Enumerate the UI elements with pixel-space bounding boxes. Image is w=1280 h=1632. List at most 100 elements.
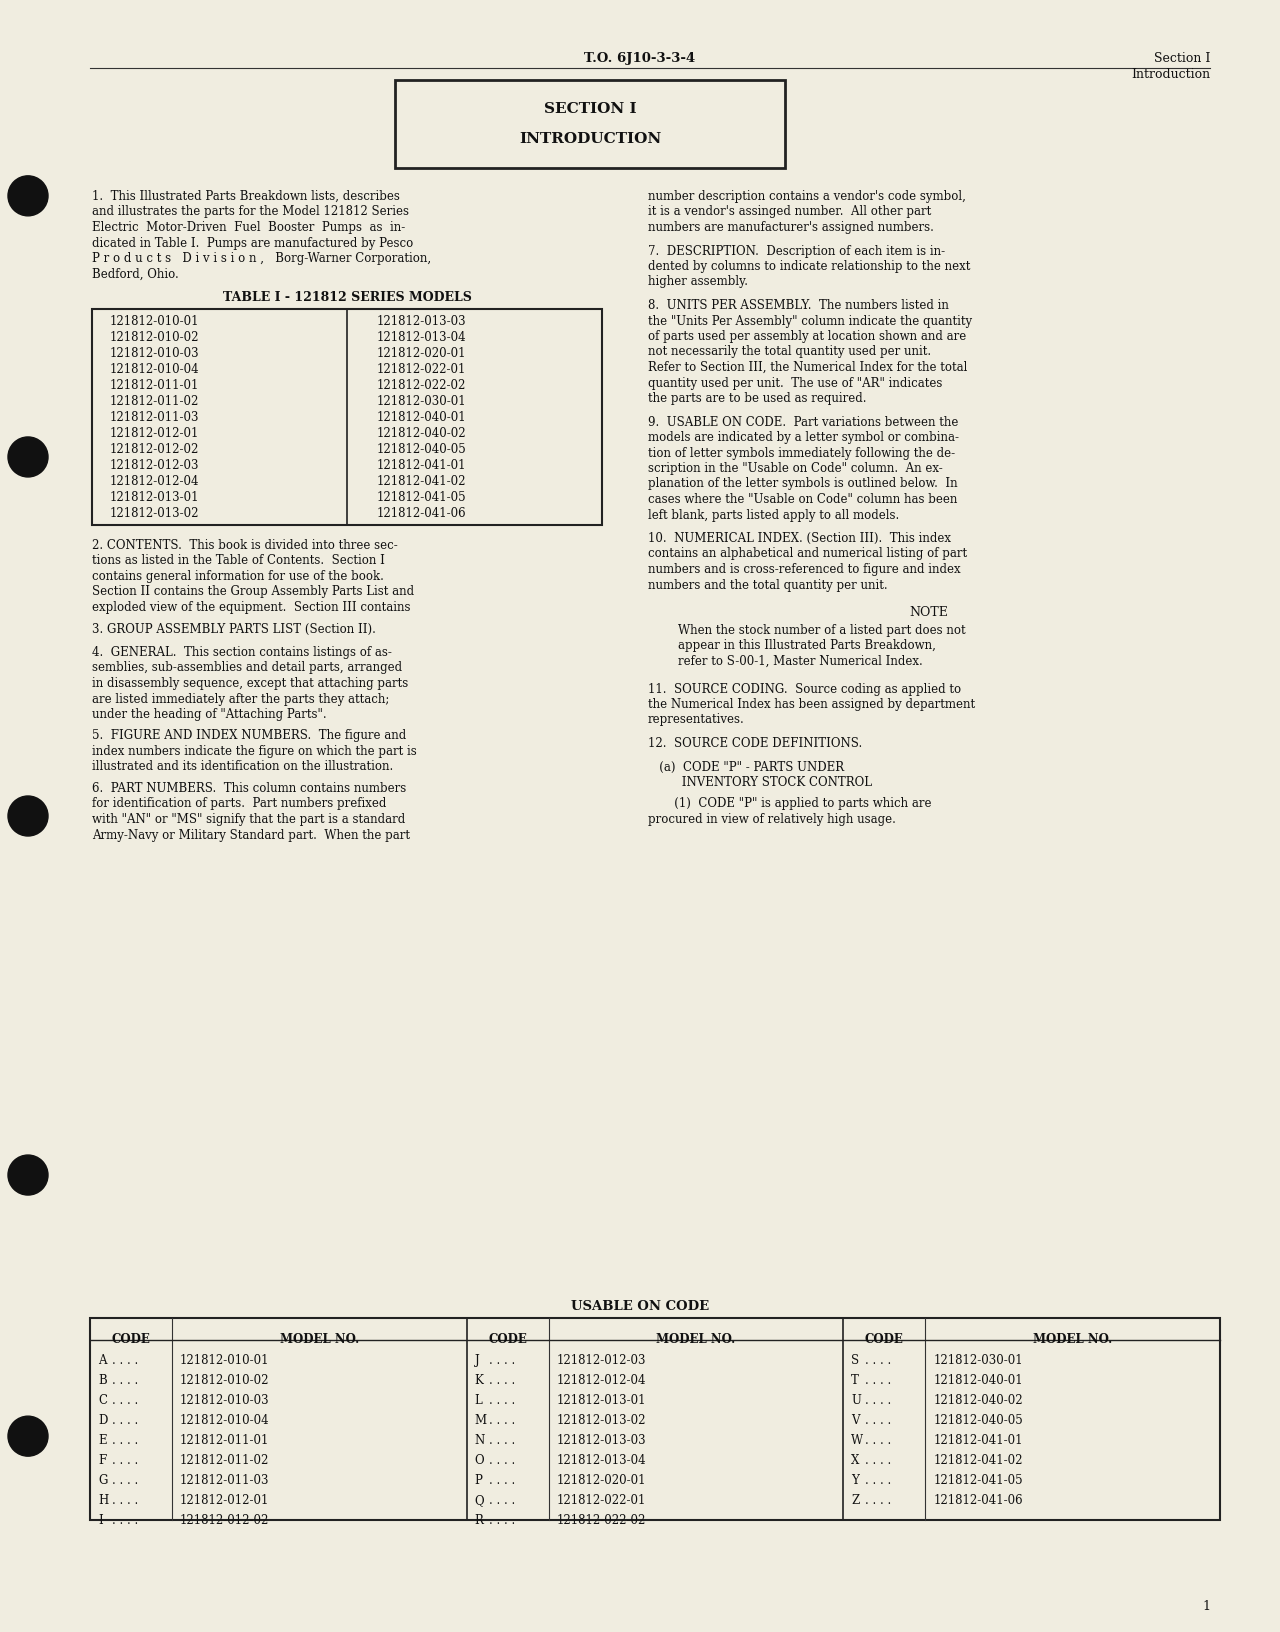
Text: numbers are manufacturer's assigned numbers.: numbers are manufacturer's assigned numb…	[648, 220, 934, 233]
Text: 2. CONTENTS.  This book is divided into three sec-: 2. CONTENTS. This book is divided into t…	[92, 539, 398, 552]
Text: INTRODUCTION: INTRODUCTION	[518, 132, 662, 145]
Text: CODE: CODE	[488, 1333, 527, 1346]
Text: When the stock number of a listed part does not: When the stock number of a listed part d…	[678, 623, 965, 636]
Text: 121812-010-04: 121812-010-04	[110, 362, 200, 375]
Text: 121812-020-01: 121812-020-01	[378, 348, 466, 361]
Text: . . . .: . . . .	[489, 1355, 515, 1368]
Text: the "Units Per Assembly" column indicate the quantity: the "Units Per Assembly" column indicate…	[648, 315, 972, 328]
Text: MODEL NO.: MODEL NO.	[280, 1333, 358, 1346]
Text: C: C	[99, 1394, 108, 1407]
Text: NOTE: NOTE	[910, 605, 948, 619]
Text: . . . .: . . . .	[865, 1355, 892, 1368]
Text: 4.  GENERAL.  This section contains listings of as-: 4. GENERAL. This section contains listin…	[92, 646, 392, 659]
Text: Y: Y	[851, 1474, 859, 1487]
Text: SECTION I: SECTION I	[544, 101, 636, 116]
Text: 121812-041-06: 121812-041-06	[933, 1493, 1023, 1506]
Text: S: S	[851, 1355, 859, 1368]
Text: 121812-012-03: 121812-012-03	[557, 1355, 646, 1368]
Text: MODEL NO.: MODEL NO.	[1033, 1333, 1112, 1346]
Text: Section I: Section I	[1153, 52, 1210, 65]
Text: 121812-010-03: 121812-010-03	[110, 348, 200, 361]
Text: . . . .: . . . .	[113, 1394, 138, 1407]
Text: contains an alphabetical and numerical listing of part: contains an alphabetical and numerical l…	[648, 547, 968, 560]
Text: contains general information for use of the book.: contains general information for use of …	[92, 570, 384, 583]
Text: 6.  PART NUMBERS.  This column contains numbers: 6. PART NUMBERS. This column contains nu…	[92, 782, 406, 795]
Text: not necessarily the total quantity used per unit.: not necessarily the total quantity used …	[648, 346, 931, 359]
Circle shape	[8, 1417, 49, 1456]
Text: R: R	[475, 1514, 484, 1528]
Text: TABLE I - 121812 SERIES MODELS: TABLE I - 121812 SERIES MODELS	[223, 290, 471, 304]
Text: 12.  SOURCE CODE DEFINITIONS.: 12. SOURCE CODE DEFINITIONS.	[648, 738, 863, 751]
Text: numbers and is cross-referenced to figure and index: numbers and is cross-referenced to figur…	[648, 563, 960, 576]
Text: 121812-020-01: 121812-020-01	[557, 1474, 646, 1487]
Text: T.O. 6J10-3-3-4: T.O. 6J10-3-3-4	[585, 52, 695, 65]
Text: quantity used per unit.  The use of "AR" indicates: quantity used per unit. The use of "AR" …	[648, 377, 942, 390]
Text: . . . .: . . . .	[865, 1454, 892, 1467]
Text: under the heading of "Attaching Parts".: under the heading of "Attaching Parts".	[92, 708, 326, 721]
Text: semblies, sub-assemblies and detail parts, arranged: semblies, sub-assemblies and detail part…	[92, 661, 402, 674]
Text: 121812-010-01: 121812-010-01	[180, 1355, 270, 1368]
Text: Bedford, Ohio.: Bedford, Ohio.	[92, 268, 179, 281]
Text: it is a vendor's assinged number.  All other part: it is a vendor's assinged number. All ot…	[648, 206, 932, 219]
Text: 121812-022-02: 121812-022-02	[378, 379, 466, 392]
Text: G: G	[99, 1474, 108, 1487]
Text: the parts are to be used as required.: the parts are to be used as required.	[648, 392, 867, 405]
Text: in disassembly sequence, except that attaching parts: in disassembly sequence, except that att…	[92, 677, 408, 690]
Text: U: U	[851, 1394, 861, 1407]
Text: M: M	[475, 1413, 486, 1426]
Text: (a)  CODE "P" - PARTS UNDER: (a) CODE "P" - PARTS UNDER	[648, 761, 844, 774]
Text: 121812-012-04: 121812-012-04	[110, 475, 200, 488]
Text: 121812-011-02: 121812-011-02	[110, 395, 200, 408]
Text: T: T	[851, 1374, 859, 1387]
Text: 121812-013-01: 121812-013-01	[557, 1394, 646, 1407]
Text: 121812-012-01: 121812-012-01	[180, 1493, 269, 1506]
Text: . . . .: . . . .	[865, 1435, 892, 1448]
Text: 121812-013-04: 121812-013-04	[378, 331, 467, 344]
Text: 1: 1	[1202, 1599, 1210, 1612]
Text: 121812-013-02: 121812-013-02	[557, 1413, 646, 1426]
Text: CODE: CODE	[865, 1333, 904, 1346]
Text: appear in this Illustrated Parts Breakdown,: appear in this Illustrated Parts Breakdo…	[678, 640, 936, 653]
Text: the Numerical Index has been assigned by department: the Numerical Index has been assigned by…	[648, 698, 975, 712]
Text: 121812-030-01: 121812-030-01	[933, 1355, 1023, 1368]
FancyBboxPatch shape	[92, 308, 602, 526]
Text: D: D	[99, 1413, 108, 1426]
Text: 121812-012-01: 121812-012-01	[110, 428, 200, 441]
Text: 121812-012-04: 121812-012-04	[557, 1374, 646, 1387]
Text: procured in view of relatively high usage.: procured in view of relatively high usag…	[648, 813, 896, 826]
Text: 121812-040-05: 121812-040-05	[378, 442, 467, 455]
Text: . . . .: . . . .	[489, 1514, 515, 1528]
Text: 10.  NUMERICAL INDEX. (Section III).  This index: 10. NUMERICAL INDEX. (Section III). This…	[648, 532, 951, 545]
Text: L: L	[475, 1394, 483, 1407]
Text: F: F	[99, 1454, 106, 1467]
Text: . . . .: . . . .	[489, 1454, 515, 1467]
Text: 121812-041-02: 121812-041-02	[933, 1454, 1023, 1467]
Text: . . . .: . . . .	[489, 1394, 515, 1407]
FancyBboxPatch shape	[396, 80, 785, 168]
FancyBboxPatch shape	[90, 1319, 1220, 1519]
Text: 121812-010-02: 121812-010-02	[180, 1374, 270, 1387]
Text: 121812-011-03: 121812-011-03	[110, 411, 200, 424]
Text: numbers and the total quantity per unit.: numbers and the total quantity per unit.	[648, 578, 887, 591]
Text: P r o d u c t s   D i v i s i o n ,   Borg-Warner Corporation,: P r o d u c t s D i v i s i o n , Borg-W…	[92, 251, 431, 264]
Circle shape	[8, 176, 49, 215]
Text: 8.  UNITS PER ASSEMBLY.  The numbers listed in: 8. UNITS PER ASSEMBLY. The numbers liste…	[648, 299, 948, 312]
Text: . . . .: . . . .	[113, 1493, 138, 1506]
Text: 121812-022-01: 121812-022-01	[378, 362, 466, 375]
Text: 121812-041-01: 121812-041-01	[933, 1435, 1023, 1448]
Text: Section II contains the Group Assembly Parts List and: Section II contains the Group Assembly P…	[92, 586, 415, 599]
Text: representatives.: representatives.	[648, 713, 745, 726]
Text: Z: Z	[851, 1493, 860, 1506]
Text: refer to S-00-1, Master Numerical Index.: refer to S-00-1, Master Numerical Index.	[678, 654, 923, 667]
Text: 121812-011-02: 121812-011-02	[180, 1454, 269, 1467]
Circle shape	[8, 437, 49, 477]
Text: 121812-010-03: 121812-010-03	[180, 1394, 270, 1407]
Text: Army-Navy or Military Standard part.  When the part: Army-Navy or Military Standard part. Whe…	[92, 829, 410, 842]
Text: 121812-013-01: 121812-013-01	[110, 491, 200, 504]
Text: tions as listed in the Table of Contents.  Section I: tions as listed in the Table of Contents…	[92, 555, 385, 568]
Text: Electric  Motor-Driven  Fuel  Booster  Pumps  as  in-: Electric Motor-Driven Fuel Booster Pumps…	[92, 220, 406, 233]
Text: 121812-041-05: 121812-041-05	[933, 1474, 1023, 1487]
Text: A: A	[99, 1355, 106, 1368]
Text: K: K	[475, 1374, 484, 1387]
Text: CODE: CODE	[111, 1333, 151, 1346]
